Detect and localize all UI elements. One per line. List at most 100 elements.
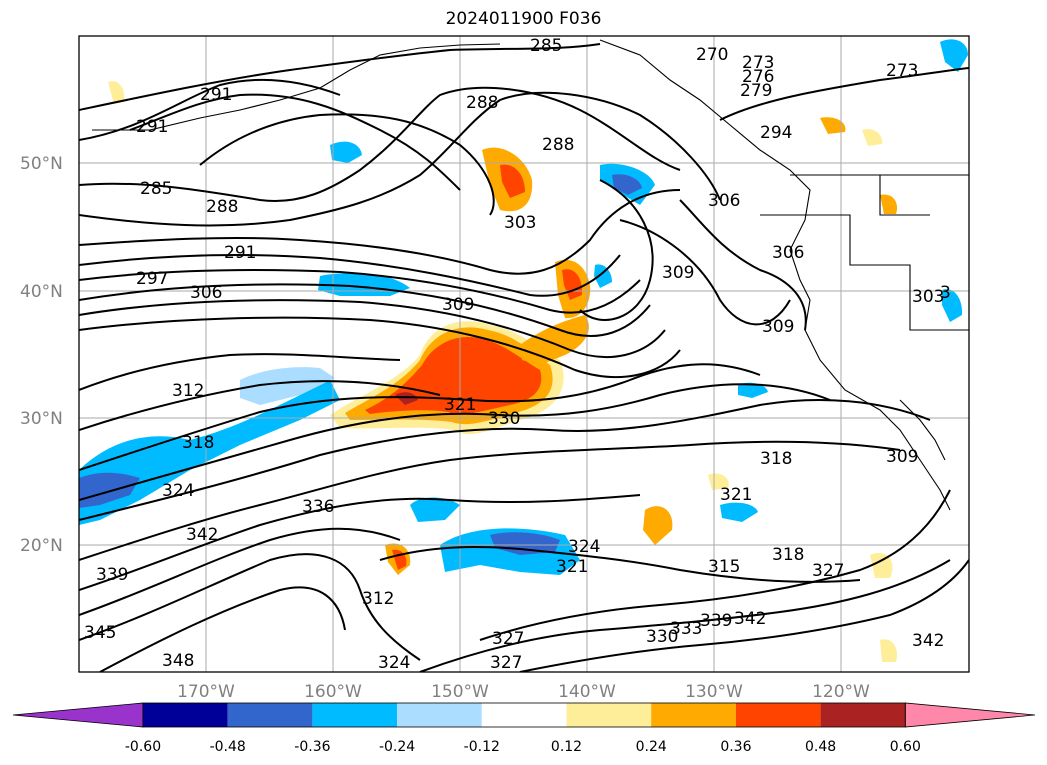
negative-region bbox=[738, 382, 768, 398]
colorbar-segment bbox=[651, 703, 736, 727]
positive-region bbox=[395, 392, 418, 405]
negative-region bbox=[410, 497, 460, 522]
latitude-labels: 50°N 40°N 30°N 20°N bbox=[20, 154, 63, 556]
colorbar-segment bbox=[312, 703, 398, 727]
contour-label: 324 bbox=[162, 481, 194, 501]
map-frame bbox=[78, 35, 970, 673]
contour-label: 285 bbox=[140, 179, 172, 199]
contour-lines bbox=[79, 43, 969, 672]
colorbar-label: 0.12 bbox=[551, 739, 582, 755]
contour-label: 294 bbox=[760, 123, 792, 143]
positive-region bbox=[870, 552, 893, 578]
contour-label: 279 bbox=[740, 81, 772, 101]
colorbar: -0.60 -0.48 -0.36 -0.24 -0.12 0.12 0.24 … bbox=[12, 702, 1036, 755]
gridlines bbox=[79, 36, 969, 672]
lat-label: 50°N bbox=[20, 154, 63, 174]
contour-label: 348 bbox=[162, 651, 194, 671]
contour-label: 324 bbox=[378, 653, 410, 673]
contour-label: 276 bbox=[742, 67, 774, 87]
contour-label: 288 bbox=[206, 197, 238, 217]
positive-region bbox=[820, 117, 846, 134]
contour-label: 306 bbox=[772, 243, 804, 263]
colorbar-label: -0.12 bbox=[464, 739, 500, 755]
colorbar-label: 0.36 bbox=[720, 739, 751, 755]
colorbar-segment bbox=[820, 703, 906, 727]
negative-region bbox=[240, 367, 335, 405]
contour-label: 342 bbox=[186, 525, 218, 545]
contour-label: 303 bbox=[912, 287, 944, 307]
contour-label: 297 bbox=[136, 269, 168, 289]
negative-region bbox=[720, 502, 758, 522]
contour-label: 303 bbox=[504, 213, 536, 233]
positive-region bbox=[708, 473, 729, 490]
contour-label: 318 bbox=[182, 433, 214, 453]
lat-label: 30°N bbox=[20, 409, 63, 429]
contour-label: 3 bbox=[940, 283, 951, 303]
contour-label: 273 bbox=[886, 61, 918, 81]
negative-region bbox=[490, 532, 560, 555]
contour-label: 273 bbox=[742, 53, 774, 73]
negative-region bbox=[330, 141, 362, 163]
contour-label: 312 bbox=[172, 381, 204, 401]
colorbar-segment bbox=[566, 703, 652, 727]
colorbar-label: -0.60 bbox=[125, 739, 161, 755]
map-content: 285 270 273 276 279 273 291 291 288 288 … bbox=[79, 36, 969, 673]
contour-label: 336 bbox=[302, 497, 334, 517]
colorbar-segment bbox=[481, 703, 567, 727]
map-title: 2024011900 F036 bbox=[445, 9, 602, 29]
negative-region bbox=[612, 174, 642, 195]
contour-label: 345 bbox=[84, 623, 116, 643]
colorbar-segment bbox=[143, 703, 228, 727]
contour-label: 339 bbox=[96, 565, 128, 585]
lon-label: 150°W bbox=[431, 682, 489, 702]
positive-region bbox=[520, 315, 589, 365]
colorbar-label: 0.60 bbox=[890, 739, 921, 755]
negative-region bbox=[942, 289, 963, 322]
contour-label: 327 bbox=[812, 561, 844, 581]
contour-label: 309 bbox=[886, 447, 918, 467]
negative-region bbox=[594, 264, 612, 288]
lon-label: 170°W bbox=[177, 682, 235, 702]
positive-region bbox=[862, 128, 883, 146]
positive-region bbox=[500, 164, 525, 198]
positive-region bbox=[643, 506, 673, 545]
lon-label: 130°W bbox=[685, 682, 743, 702]
contour-label: 270 bbox=[696, 45, 728, 65]
shaded-fields bbox=[79, 39, 968, 662]
contour-label: 321 bbox=[444, 395, 476, 415]
contour-label: 330 bbox=[646, 627, 678, 647]
contour-label: 318 bbox=[760, 449, 792, 469]
lat-label: 20°N bbox=[20, 536, 63, 556]
contour-label: 306 bbox=[708, 191, 740, 211]
contour-label: 291 bbox=[200, 85, 232, 105]
contour-label: 315 bbox=[708, 557, 740, 577]
colorbar-segment bbox=[397, 703, 482, 727]
contour-label: 309 bbox=[662, 263, 694, 283]
colorbar-label: 0.24 bbox=[636, 739, 667, 755]
contour-label: 312 bbox=[362, 589, 394, 609]
colorbar-label: -0.48 bbox=[210, 739, 246, 755]
lat-label: 40°N bbox=[20, 282, 63, 302]
colorbar-label: -0.36 bbox=[294, 739, 330, 755]
contour-label: 342 bbox=[734, 609, 766, 629]
contour-label: 321 bbox=[556, 557, 588, 577]
colorbar-extend-low bbox=[12, 702, 144, 728]
colorbar-segment bbox=[227, 703, 313, 727]
contour-label: 285 bbox=[530, 36, 562, 56]
colorbar-label: 0.48 bbox=[805, 739, 836, 755]
contour-label: 288 bbox=[542, 135, 574, 155]
colorbar-label: -0.24 bbox=[379, 739, 415, 755]
contour-label: 318 bbox=[772, 545, 804, 565]
lon-label: 140°W bbox=[558, 682, 616, 702]
negative-region bbox=[79, 380, 340, 525]
contour-label: 330 bbox=[488, 409, 520, 429]
contour-label: 291 bbox=[136, 117, 168, 137]
colorbar-extend-high bbox=[904, 702, 1036, 728]
contour-label: 342 bbox=[912, 631, 944, 651]
contour-label: 309 bbox=[442, 295, 474, 315]
contour-label: 309 bbox=[762, 317, 794, 337]
contour-label: 288 bbox=[466, 93, 498, 113]
lon-label: 120°W bbox=[812, 682, 870, 702]
contour-label: 291 bbox=[224, 243, 256, 263]
